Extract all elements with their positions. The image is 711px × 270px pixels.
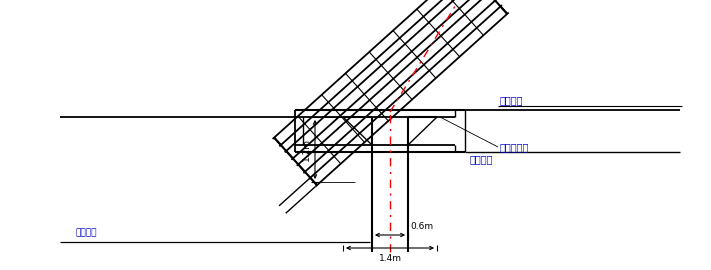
Text: 笼护内边线: 笼护内边线 <box>500 142 530 152</box>
Text: 1.2m: 1.2m <box>301 138 311 161</box>
Text: 定位型钉: 定位型钉 <box>500 95 523 105</box>
Text: 中心轴线: 中心轴线 <box>75 228 97 237</box>
Text: 1.4m: 1.4m <box>378 254 402 263</box>
Text: 0.6m: 0.6m <box>410 222 433 231</box>
Text: 笼护内边: 笼护内边 <box>470 154 493 164</box>
